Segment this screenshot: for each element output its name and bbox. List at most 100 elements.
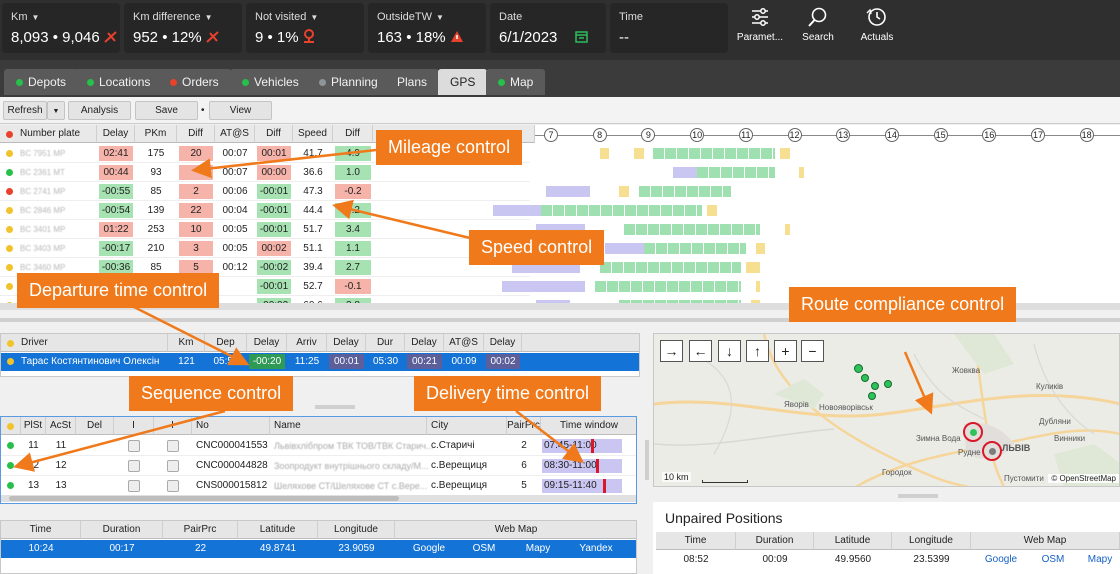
- header-time-window[interactable]: Time window: [541, 417, 636, 435]
- header-duration[interactable]: Duration: [736, 532, 814, 550]
- header-i2[interactable]: I: [154, 417, 192, 435]
- checkbox[interactable]: [167, 440, 179, 452]
- timeline-segment[interactable]: [502, 281, 586, 292]
- tab-map[interactable]: Map: [486, 69, 546, 95]
- splitter-handle[interactable]: [898, 494, 938, 498]
- timeline-segment[interactable]: [619, 186, 629, 197]
- mapy-link[interactable]: Mapy: [1087, 554, 1113, 565]
- header-i1[interactable]: I: [114, 417, 154, 435]
- tab-planning[interactable]: Planning: [307, 69, 390, 95]
- save-button[interactable]: Save: [135, 101, 198, 120]
- horizontal-scrollbar[interactable]: [1, 495, 636, 502]
- google-link[interactable]: Google: [412, 543, 446, 554]
- yandex-link[interactable]: Yandex: [579, 543, 613, 554]
- header-web-map[interactable]: Web Map: [971, 532, 1120, 550]
- header-pairprc[interactable]: PairPrc: [507, 417, 541, 435]
- header-delay2[interactable]: Delay: [327, 334, 366, 352]
- tab-locations[interactable]: Locations: [75, 69, 163, 95]
- arrow-down-icon[interactable]: ↓: [718, 340, 741, 362]
- header-longitude[interactable]: Longitude: [318, 521, 395, 539]
- header-no[interactable]: No: [192, 417, 270, 435]
- header-time[interactable]: Time: [1, 521, 81, 539]
- analysis-button[interactable]: Analysis: [68, 101, 131, 120]
- order-row[interactable]: 11 11 CNC000041553 Львівхлібпром ТВК ТОВ/ТВ…: [1, 436, 636, 456]
- driver-row[interactable]: Тарас Костянтинович Олексін 121 05:55 -0…: [1, 353, 639, 371]
- search-button[interactable]: Search: [788, 6, 848, 52]
- kpi-km-difference[interactable]: Km difference ▼ 952 • 12%: [124, 3, 242, 53]
- gps-marker-icon[interactable]: [884, 380, 892, 388]
- splitter-vertical[interactable]: [645, 440, 649, 480]
- header-driver[interactable]: Driver: [1, 334, 168, 352]
- timeline-segment[interactable]: [784, 224, 790, 235]
- timeline-segment[interactable]: [706, 205, 717, 216]
- splitter-handle[interactable]: [315, 405, 355, 409]
- header-dur[interactable]: Dur: [366, 334, 405, 352]
- vehicle-row[interactable]: BC 2846 MP -00:54 139 22 00:04 -00:01 44.4 5.2: [0, 201, 530, 220]
- header-diff[interactable]: Diff: [177, 125, 215, 143]
- parameters-button[interactable]: Paramet...: [730, 6, 790, 52]
- timeline-segment[interactable]: [512, 262, 581, 273]
- tab-orders[interactable]: Orders: [158, 69, 231, 95]
- header-pkm[interactable]: PKm: [135, 125, 177, 143]
- timeline-segment[interactable]: [599, 262, 741, 273]
- timeline-segment[interactable]: [672, 167, 698, 178]
- position-row[interactable]: 10:24 00:17 22 49.8741 23.9059 Google OS…: [1, 540, 636, 558]
- timeline-segment[interactable]: [536, 224, 586, 235]
- gps-marker-icon[interactable]: [871, 382, 879, 390]
- header-duration[interactable]: Duration: [81, 521, 163, 539]
- map-panel[interactable]: → ← ↓ ↑ + − Яворів Новояворівськ Жовква …: [653, 333, 1120, 487]
- kpi-km[interactable]: Km ▼ 8,093 • 9,046: [2, 3, 120, 53]
- header-ats[interactable]: AT@S: [444, 334, 484, 352]
- google-link[interactable]: Google: [984, 554, 1018, 565]
- zoom-out-icon[interactable]: −: [801, 340, 824, 362]
- gps-marker-icon[interactable]: [868, 392, 876, 400]
- header-time[interactable]: Time: [656, 532, 736, 550]
- refresh-button[interactable]: Refresh: [3, 101, 47, 120]
- vehicle-row[interactable]: BC 3401 MP 01:22 253 10 00:05 -00:01 51.7 3.4: [0, 220, 530, 239]
- arrow-right-icon[interactable]: →: [660, 340, 683, 362]
- mapy-link[interactable]: Mapy: [525, 543, 551, 554]
- timeline-segment[interactable]: [755, 243, 766, 254]
- checkbox[interactable]: [128, 480, 140, 492]
- header-diff2[interactable]: Diff: [255, 125, 293, 143]
- arrow-up-icon[interactable]: ↑: [746, 340, 769, 362]
- header-del[interactable]: Del: [76, 417, 114, 435]
- header-plst[interactable]: PlSt: [21, 417, 46, 435]
- refresh-dropdown-button[interactable]: ▼: [47, 101, 65, 120]
- header-number-plate[interactable]: Number plate: [0, 125, 97, 143]
- route-deviation-marker[interactable]: [982, 441, 1002, 461]
- header-diff3[interactable]: Diff: [333, 125, 373, 143]
- header-delay[interactable]: Delay: [97, 125, 135, 143]
- osm-link[interactable]: OSM: [472, 543, 496, 554]
- header-pairprc[interactable]: PairPrc: [163, 521, 238, 539]
- timeline-segment[interactable]: [604, 243, 644, 254]
- header-km[interactable]: Km: [168, 334, 205, 352]
- header-city[interactable]: City: [427, 417, 507, 435]
- timeline-segment[interactable]: [594, 281, 741, 292]
- actuals-button[interactable]: Actuals: [847, 6, 907, 52]
- header-delay[interactable]: Delay: [247, 334, 287, 352]
- header-speed[interactable]: Speed: [293, 125, 333, 143]
- header-ats[interactable]: AT@S: [215, 125, 255, 143]
- vehicle-row[interactable]: BC 2361 MT 00:44 93 00:07 00:00 36.6 1.0: [0, 163, 530, 182]
- kpi-date[interactable]: Date 6/1/2023: [490, 3, 606, 53]
- vehicle-row[interactable]: BC 2741 MP -00:55 85 2 00:06 -00:01 47.3 -0.2: [0, 182, 530, 201]
- timeline-segment[interactable]: [638, 186, 732, 197]
- timeline-segment[interactable]: [745, 262, 761, 273]
- checkbox[interactable]: [128, 460, 140, 472]
- header-longitude[interactable]: Longitude: [892, 532, 971, 550]
- checkbox[interactable]: [167, 480, 179, 492]
- timeline-segment[interactable]: [697, 167, 775, 178]
- tab-depots[interactable]: Depots: [4, 69, 79, 95]
- tab-plans[interactable]: Plans: [385, 69, 440, 95]
- arrow-left-icon[interactable]: ←: [689, 340, 712, 362]
- header-web-map[interactable]: Web Map: [395, 521, 636, 539]
- header-name[interactable]: Name: [270, 417, 427, 435]
- gps-marker-icon[interactable]: [854, 364, 863, 373]
- scrollbar-thumb[interactable]: [9, 496, 399, 501]
- horizontal-scrollbar[interactable]: [0, 303, 1120, 310]
- order-row[interactable]: 13 13 CNS000015812 Шеляхове СТ/Шеляхове СТ …: [1, 476, 636, 496]
- route-deviation-marker[interactable]: [963, 422, 983, 442]
- header-dep[interactable]: Dep: [205, 334, 247, 352]
- kpi-not-visited[interactable]: Not visited ▼ 9 • 1%: [246, 3, 364, 53]
